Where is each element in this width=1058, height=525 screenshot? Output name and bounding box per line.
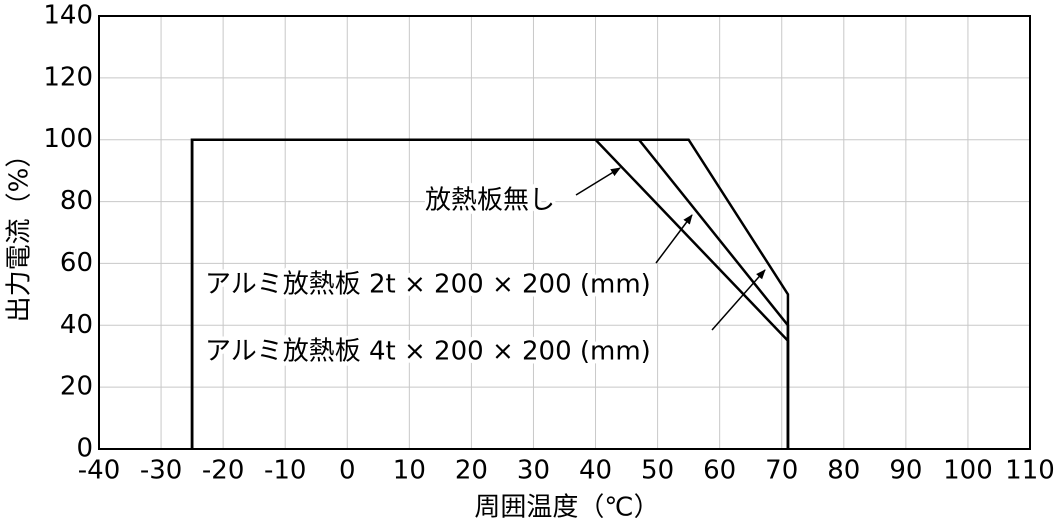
x-tick-label: 100: [943, 456, 993, 486]
series-label: アルミ放熱板 2t × 200 × 200 (mm): [205, 270, 651, 300]
x-tick-label: 40: [579, 456, 612, 486]
y-axis-title: 出力電流（%）: [5, 142, 35, 323]
y-tick-label: 60: [60, 248, 93, 278]
x-tick-label: 50: [641, 456, 674, 486]
y-tick-label: 80: [60, 186, 93, 216]
x-tick-label: 30: [517, 456, 550, 486]
annotation-arrow: [655, 214, 693, 264]
plot-frame: [98, 15, 1031, 450]
x-axis-title: 周囲温度（℃）: [474, 493, 659, 523]
x-tick-label: 20: [455, 456, 488, 486]
x-tick-label: -20: [202, 456, 244, 486]
x-tick-label: 70: [765, 456, 798, 486]
x-tick-label: 10: [393, 456, 426, 486]
series-line: [190, 138, 790, 449]
series-label: アルミ放熱板 4t × 200 × 200 (mm): [205, 337, 651, 367]
y-tick-label: 140: [43, 1, 93, 31]
x-tick-label: 0: [339, 456, 356, 486]
series-label: 放熱板無し: [425, 186, 555, 216]
x-tick-label: 110: [1005, 456, 1055, 486]
y-tick-label: 120: [43, 62, 93, 92]
x-tick-label: -40: [78, 456, 120, 486]
x-tick-label: -10: [264, 456, 306, 486]
y-tick-label: 0: [76, 434, 93, 464]
annotation-arrow: [711, 269, 766, 331]
x-tick-label: 60: [703, 456, 736, 486]
x-tick-label: 90: [889, 456, 922, 486]
x-tick-label: 80: [827, 456, 860, 486]
y-tick-label: 40: [60, 310, 93, 340]
x-tick-label: -30: [140, 456, 182, 486]
annotation-arrow: [575, 167, 621, 196]
y-tick-label: 100: [43, 124, 93, 154]
y-tick-label: 20: [60, 372, 93, 402]
